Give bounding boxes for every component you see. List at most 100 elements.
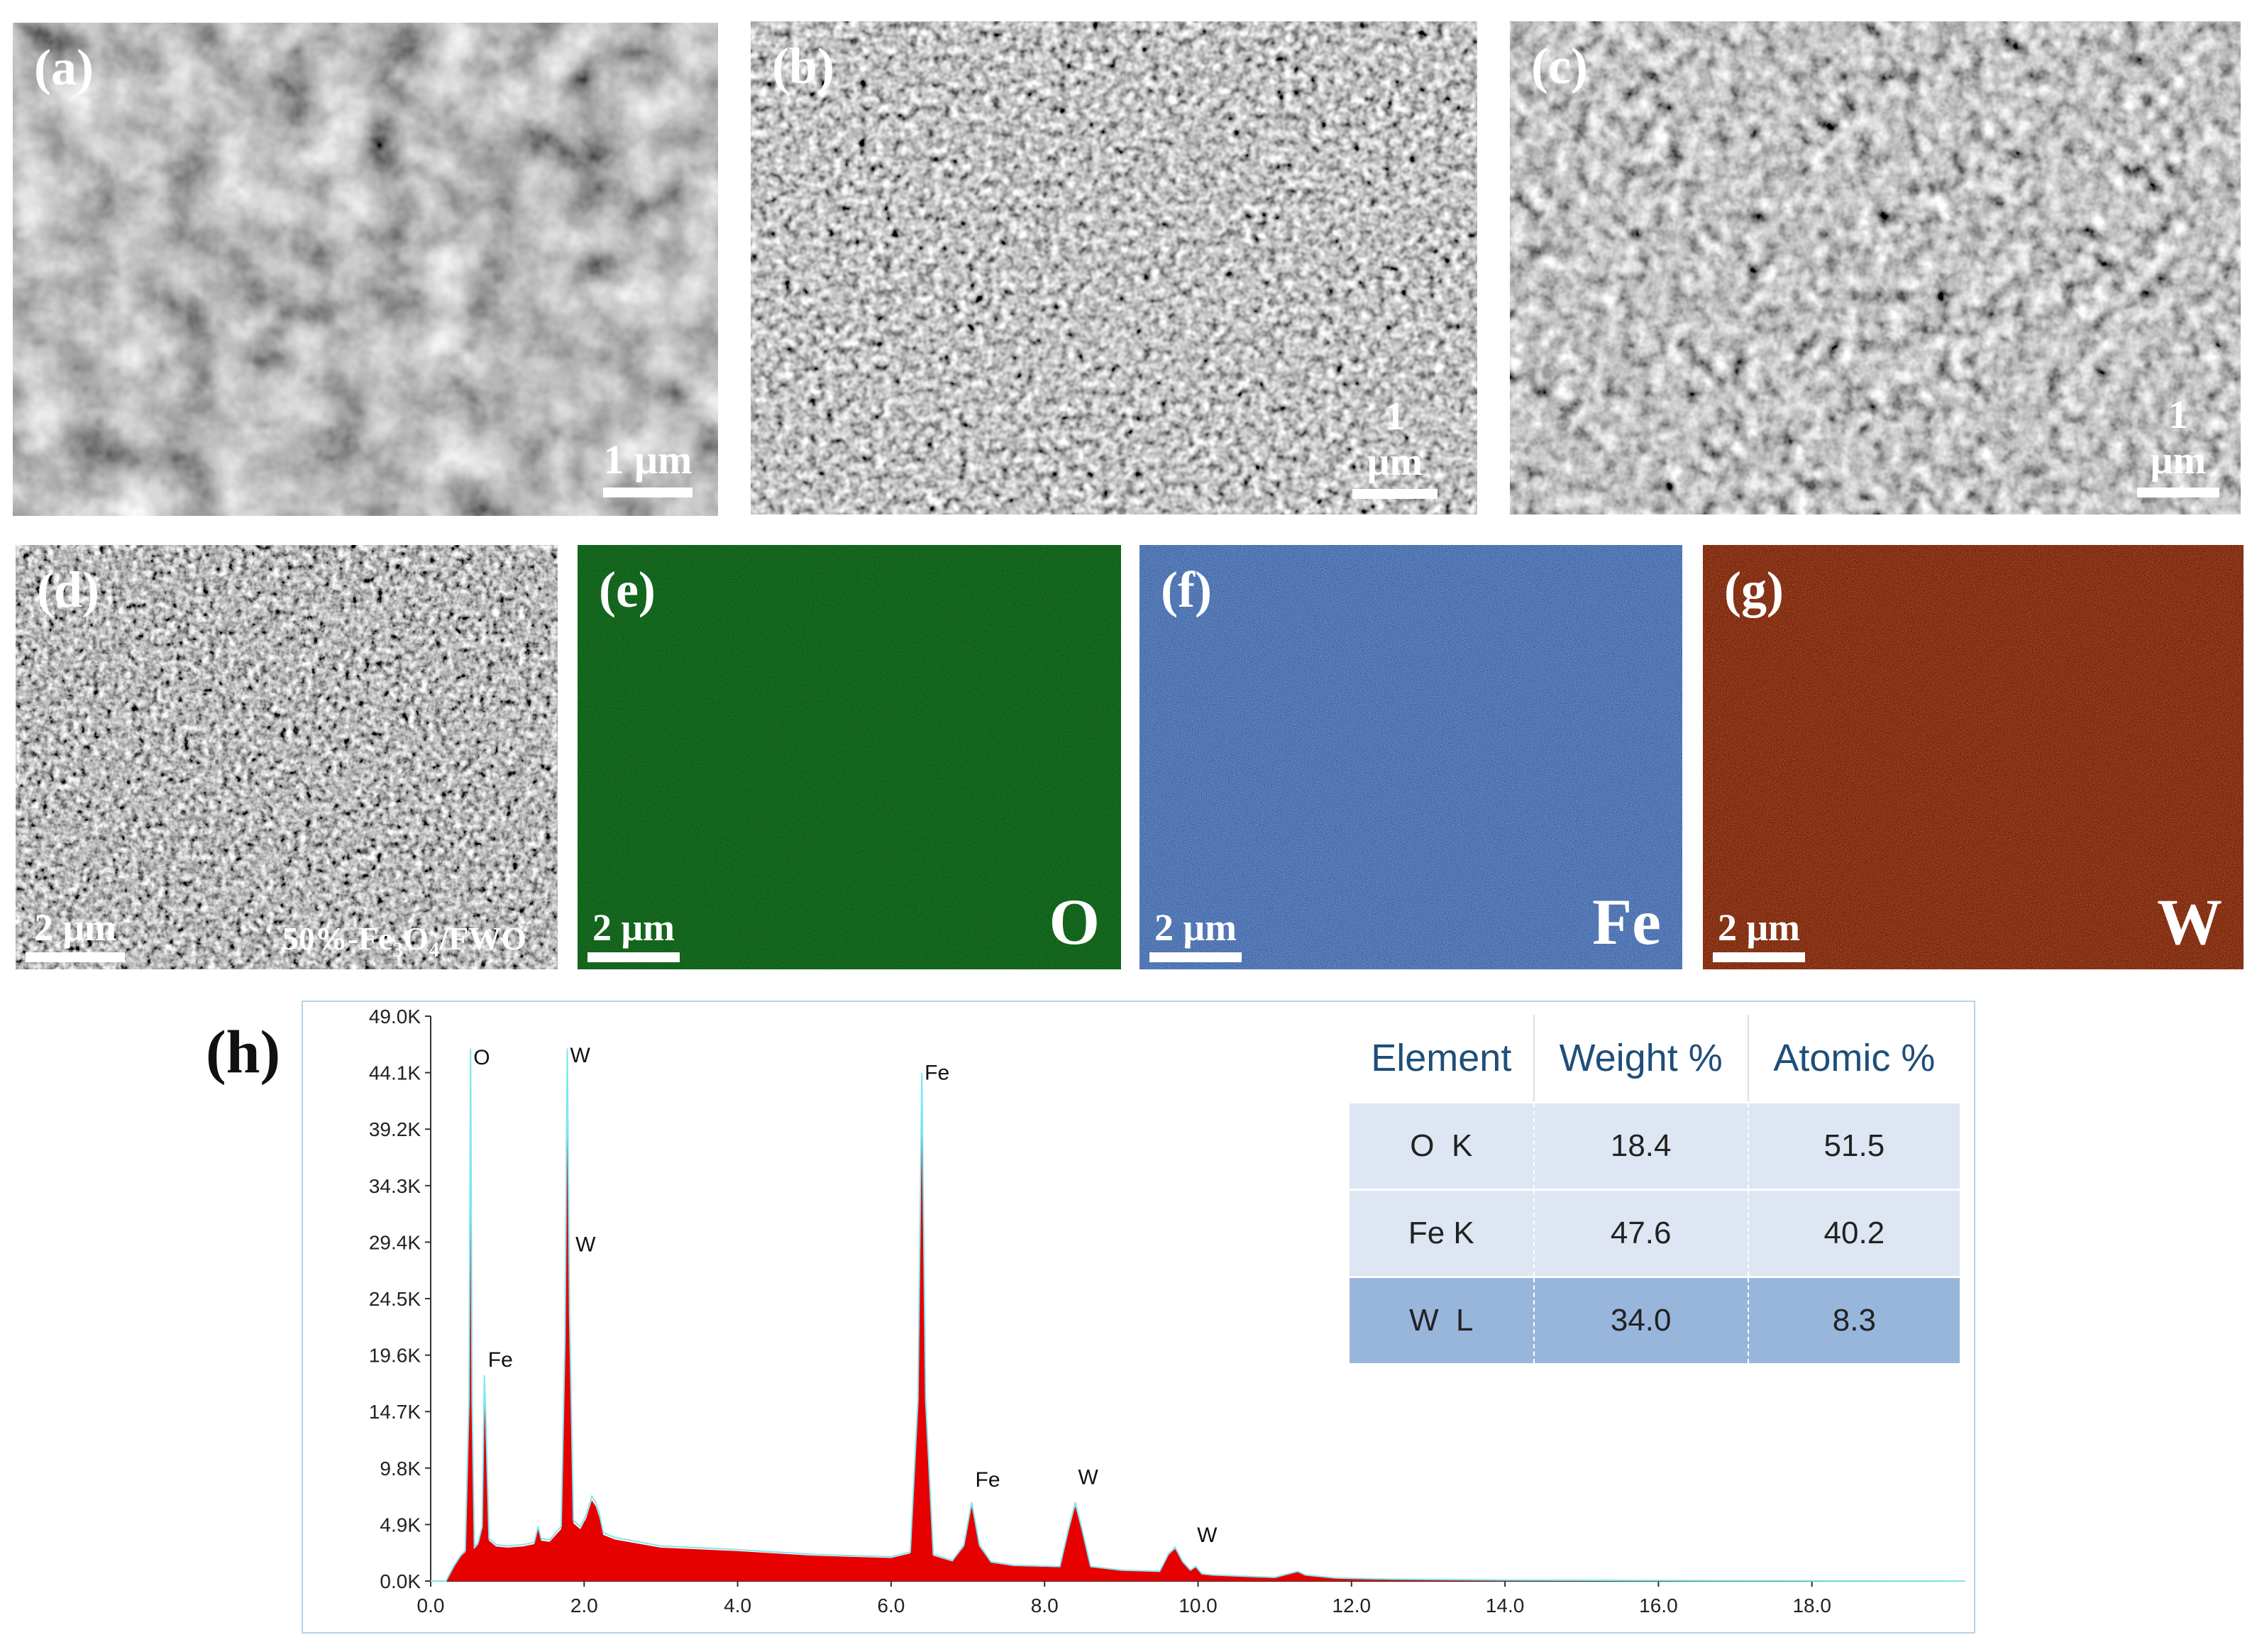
table-header-row: Element Weight % Atomic % xyxy=(1350,1015,1960,1103)
scale-bar-c: 1 μm xyxy=(2137,392,2219,497)
panel-label-c: (c) xyxy=(1531,38,1588,94)
sem-image-b xyxy=(751,21,1477,514)
x-tick-label: 16.0 xyxy=(1639,1595,1678,1617)
panel-label-e: (e) xyxy=(599,561,656,618)
cell-weight: 47.6 xyxy=(1533,1189,1749,1277)
peak-label: W xyxy=(1197,1524,1218,1547)
y-tick-label: 24.5K xyxy=(369,1288,421,1310)
scale-line-d xyxy=(26,952,125,962)
panel-label-f: (f) xyxy=(1161,561,1212,618)
x-tick-label: 2.0 xyxy=(570,1595,598,1617)
y-tick-label: 4.9K xyxy=(380,1514,421,1536)
scale-line-f xyxy=(1149,952,1242,962)
x-tick-label: 6.0 xyxy=(877,1595,905,1617)
table-row: O K 18.4 51.5 xyxy=(1350,1101,1960,1190)
x-tick-label: 8.0 xyxy=(1031,1595,1059,1617)
x-tick-label: 14.0 xyxy=(1486,1595,1525,1617)
scale-text-g: 2 μm xyxy=(1717,906,1801,949)
sample-sub-2: 4 xyxy=(429,938,440,962)
scale-line-b xyxy=(1352,489,1437,499)
col-header-element: Element xyxy=(1350,1015,1535,1103)
panel-label-b: (b) xyxy=(772,38,834,94)
peak-label: O xyxy=(473,1046,490,1069)
map-texture-o xyxy=(578,545,1121,969)
x-tick-label: 0.0 xyxy=(417,1595,445,1617)
x-tick-label: 12.0 xyxy=(1332,1595,1372,1617)
panel-label-h: (h) xyxy=(206,1018,281,1086)
cell-atomic: 8.3 xyxy=(1748,1276,1960,1363)
scale-bar-b: 1 μm xyxy=(1352,394,1437,499)
element-o: O xyxy=(1049,886,1100,958)
element-fe: Fe xyxy=(1591,886,1661,958)
spectrum-outline xyxy=(431,1048,1966,1582)
sem-image-c xyxy=(1510,21,2241,514)
scale-line-c xyxy=(2137,488,2219,497)
sem-image-a xyxy=(13,23,718,516)
scale-text-e: 2 μm xyxy=(592,906,675,949)
scale-bar-e: 2 μm xyxy=(587,905,680,962)
table-row: W L 34.0 8.3 xyxy=(1350,1276,1960,1363)
panel-label-d: (d) xyxy=(37,561,99,618)
scale-text-f: 2 μm xyxy=(1154,906,1237,949)
y-tick-label: 19.6K xyxy=(369,1345,421,1367)
scale-text-a: 1 μm xyxy=(603,436,692,483)
cell-element: W L xyxy=(1350,1276,1535,1363)
y-tick-label: 34.3K xyxy=(369,1175,421,1197)
sample-mid: O xyxy=(403,920,429,957)
scale-bar-f: 2 μm xyxy=(1149,905,1242,962)
scale-line-a xyxy=(603,488,692,497)
x-tick-label: 10.0 xyxy=(1179,1595,1218,1617)
sample-name: 50%-Fe3O4/FWO xyxy=(282,920,526,962)
scale-line-g xyxy=(1713,952,1805,962)
peak-label: W xyxy=(575,1233,596,1256)
sample-prefix: 50%-Fe xyxy=(282,920,393,957)
eds-spectrum-chart: 0.0K 4.9K 9.8K 14.7K 19.6K 24.5K 29.4K 34.3K 39.… xyxy=(369,1006,1966,1617)
element-w: W xyxy=(2157,886,2222,958)
col-header-atomic: Atomic % xyxy=(1748,1015,1960,1103)
eds-map-w: (g) 2 μm W xyxy=(1703,545,2244,969)
scale-line-e xyxy=(587,952,680,962)
cell-weight: 18.4 xyxy=(1533,1101,1749,1190)
y-tick-label: 49.0K xyxy=(369,1006,421,1028)
scale-bar-a: 1 μm xyxy=(603,436,692,497)
map-texture-w xyxy=(1703,545,2244,969)
spectrum-fill xyxy=(431,1074,1965,1581)
cell-element: Fe K xyxy=(1350,1189,1535,1277)
y-tick-label: 14.7K xyxy=(369,1401,421,1423)
x-tick-label: 4.0 xyxy=(724,1595,751,1617)
eds-map-o: (e) 2 μm O xyxy=(578,545,1121,969)
table-row: Fe K 47.6 40.2 xyxy=(1350,1189,1960,1277)
peak-label: Fe xyxy=(488,1348,513,1372)
cell-weight: 34.0 xyxy=(1533,1276,1749,1363)
y-tick-label: 39.2K xyxy=(369,1118,421,1140)
sem-panel-d: (d) 2 μm 50%-Fe3O4/FWO xyxy=(16,545,558,969)
scale-bar-g: 2 μm xyxy=(1713,905,1805,962)
sample-sub-1: 3 xyxy=(392,938,404,962)
sem-panel-c: (c) 1 μm xyxy=(1510,21,2241,514)
cell-element: O K xyxy=(1350,1101,1535,1190)
cell-atomic: 40.2 xyxy=(1748,1189,1960,1277)
sem-panel-b: (b) 1 μm xyxy=(751,21,1477,514)
y-tick-label: 29.4K xyxy=(369,1231,421,1253)
y-tick-label: 9.8K xyxy=(380,1458,421,1480)
peak-label: Fe xyxy=(976,1468,1000,1492)
scale-bar-d: 2 μm xyxy=(26,905,125,962)
peak-label: W xyxy=(1078,1466,1098,1489)
sample-suffix: /FWO xyxy=(439,920,526,957)
panel-label-a: (a) xyxy=(34,39,94,96)
panel-label-g: (g) xyxy=(1724,561,1784,618)
sem-image-d xyxy=(16,545,558,969)
eds-map-fe: (f) 2 μm Fe xyxy=(1139,545,1682,969)
y-tick-label: 44.1K xyxy=(369,1062,421,1084)
scale-text-d: 2 μm xyxy=(33,906,117,949)
peak-label: W xyxy=(570,1044,591,1067)
peak-label: Fe xyxy=(925,1061,949,1084)
sem-panel-a: (a) 1 μm xyxy=(13,23,718,516)
composition-table: Element Weight % Atomic % O K 18.4 51.5 … xyxy=(1350,1015,1960,1363)
y-tick-label: 0.0K xyxy=(380,1570,421,1592)
scale-text-c: 1 μm xyxy=(2150,393,2207,483)
col-header-weight: Weight % xyxy=(1533,1015,1749,1103)
cell-atomic: 51.5 xyxy=(1748,1101,1960,1190)
scale-text-b: 1 μm xyxy=(1367,395,1423,484)
map-texture-fe xyxy=(1139,545,1682,969)
